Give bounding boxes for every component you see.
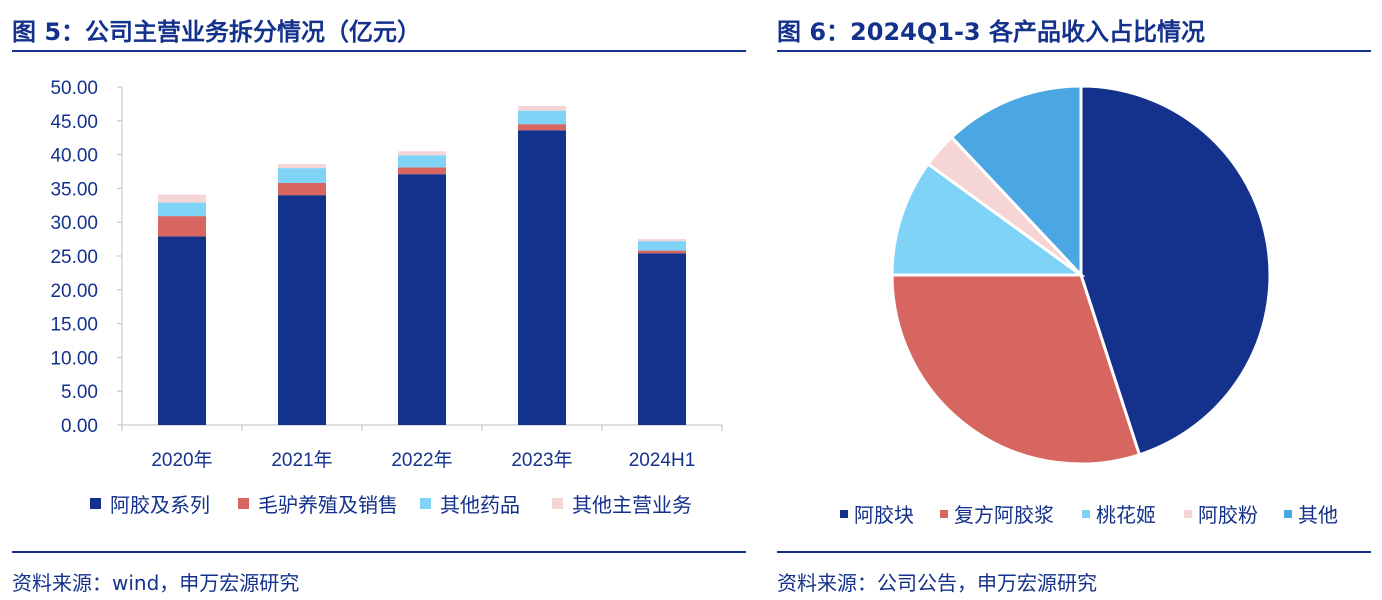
y-tick-label: 15.00 <box>50 315 98 336</box>
legend-swatch <box>1082 510 1090 518</box>
bar-chart-panel: 图 5：公司主营业务拆分情况（亿元） 0.00 5.00 10.00 15.00 20.… <box>12 18 746 595</box>
bar-segment <box>518 105 566 111</box>
bar-segment <box>398 167 446 175</box>
legend-swatch <box>940 510 948 518</box>
bar-segment <box>398 151 446 156</box>
bar-segment <box>638 253 686 425</box>
y-tick-label: 25.00 <box>50 247 98 268</box>
legend-label: 其他主营业务 <box>572 493 692 517</box>
bar-segment <box>518 110 566 125</box>
bar-segment <box>158 216 206 237</box>
y-tick-label: 45.00 <box>50 112 98 133</box>
legend-swatch <box>420 498 431 509</box>
pie-chart-panel: 图 6：2024Q1-3 各产品收入占比情况 阿胶块 复方阿胶浆 桃花姬 阿胶粉 其他 … <box>772 0 1382 600</box>
pie-slice <box>890 161 1086 277</box>
x-tick-label: 2020年 <box>151 449 212 471</box>
bar-segment <box>638 250 686 254</box>
bar-segment <box>278 195 326 425</box>
bar-segment <box>638 241 686 251</box>
footer-rule <box>12 551 746 553</box>
legend-swatch <box>1284 510 1292 518</box>
x-tick-label: 2021年 <box>271 449 332 471</box>
legend-label: 阿胶块 <box>854 503 914 527</box>
stacked-bar-chart: 0.00 5.00 10.00 15.00 20.00 25.00 30.00 35.00 40… <box>50 78 723 517</box>
pie-chart-source: 资料来源：公司公告，申万宏源研究 <box>777 571 1097 595</box>
y-tick-label: 40.00 <box>50 146 98 167</box>
pie-chart: 阿胶块 复方阿胶浆 桃花姬 阿胶粉 其他 <box>840 84 1338 527</box>
bar-segment <box>158 202 206 217</box>
bar-chart-source: 资料来源：wind，申万宏源研究 <box>12 571 300 595</box>
legend-label: 其他 <box>1298 503 1338 527</box>
x-tick-label: 2023年 <box>511 449 572 471</box>
y-tick-label: 0.00 <box>61 416 98 437</box>
y-tick-label: 30.00 <box>50 213 98 234</box>
bar-segment <box>518 124 566 131</box>
legend-swatch <box>238 498 249 509</box>
bar-segment <box>278 182 326 196</box>
bar-segment <box>278 164 326 169</box>
legend-label: 毛驴养殖及销售 <box>258 493 398 517</box>
bar-segment <box>278 168 326 183</box>
legend-label: 复方阿胶浆 <box>954 503 1054 527</box>
legend-swatch <box>90 498 101 509</box>
bar-segment <box>638 239 686 242</box>
pie-slice <box>890 273 1142 466</box>
pie-slice <box>949 84 1083 279</box>
x-tick-label: 2024H1 <box>629 450 696 471</box>
legend-label: 其他药品 <box>440 493 520 517</box>
legend-swatch <box>552 498 563 509</box>
bar-segment <box>158 236 206 425</box>
y-tick-label: 5.00 <box>61 382 98 403</box>
legend-label: 阿胶粉 <box>1198 503 1258 527</box>
pie-chart-title: 图 6：2024Q1-3 各产品收入占比情况 <box>777 18 1205 46</box>
title-rule <box>777 50 1371 52</box>
legend-label: 桃花姬 <box>1096 503 1156 527</box>
y-tick-label: 20.00 <box>50 281 98 302</box>
bar-segment <box>398 155 446 168</box>
legend-swatch <box>840 510 848 518</box>
y-tick-label: 10.00 <box>50 348 98 369</box>
bar-segment <box>518 130 566 425</box>
x-tick-label: 2022年 <box>391 449 452 471</box>
legend-label: 阿胶及系列 <box>110 493 210 517</box>
bar-segment <box>158 194 206 203</box>
legend-swatch <box>1184 510 1192 518</box>
pie-slice <box>1079 84 1272 457</box>
footer-rule <box>777 551 1371 553</box>
bar-segment <box>398 174 446 425</box>
title-rule <box>12 50 746 52</box>
bar-chart-title: 图 5：公司主营业务拆分情况（亿元） <box>12 18 422 46</box>
y-tick-label: 35.00 <box>50 179 98 200</box>
y-tick-label: 50.00 <box>50 78 98 99</box>
